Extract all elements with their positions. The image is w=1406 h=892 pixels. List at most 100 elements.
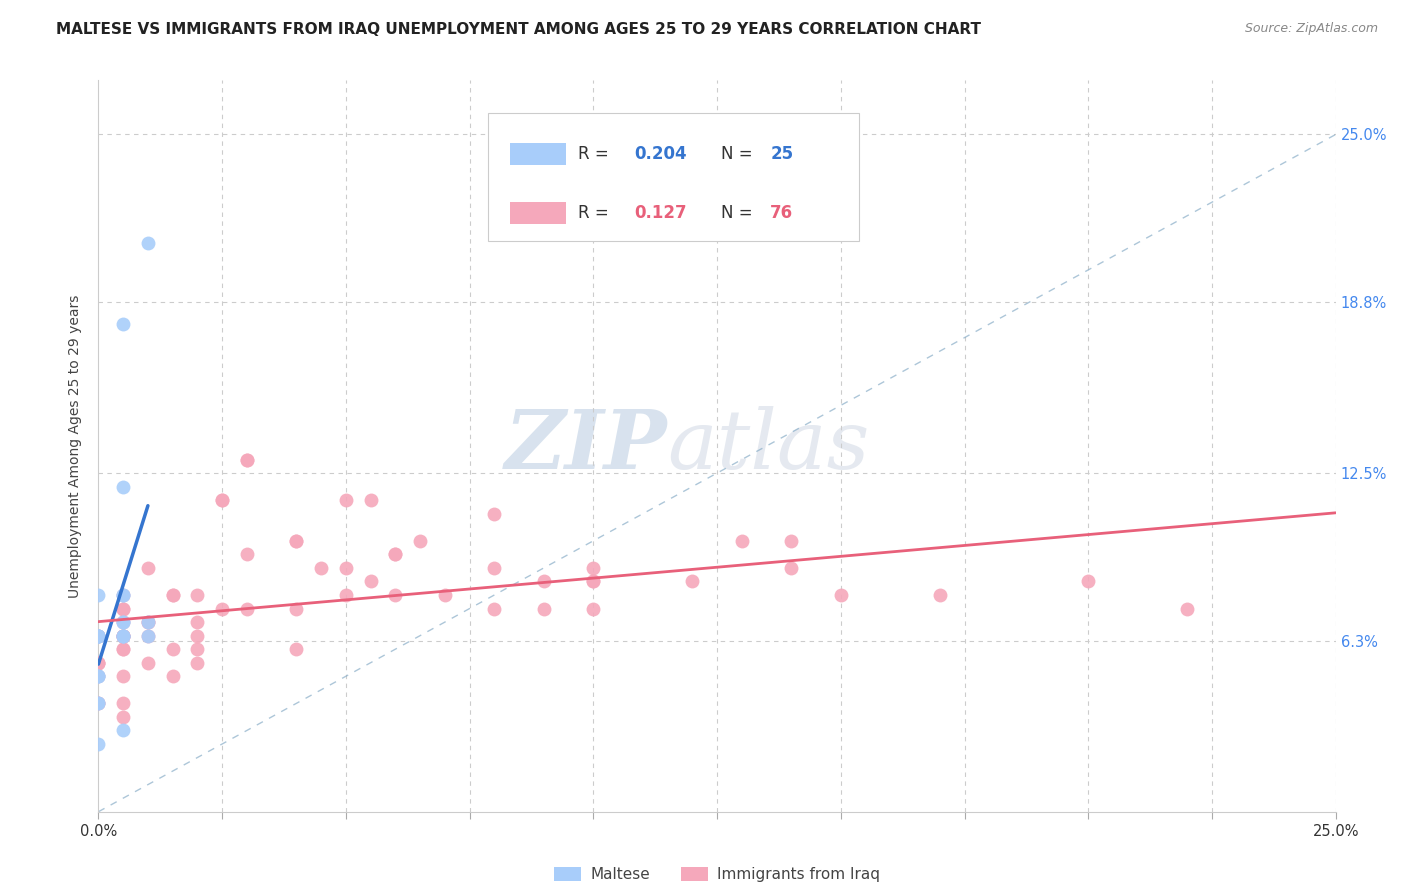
Bar (510, 144, 567, 165)
Point (87, 669, 110, 683)
Point (409, 533, 432, 548)
Text: R =: R = (578, 145, 614, 163)
Point (211, 493, 233, 508)
Point (112, 629, 135, 643)
Point (87, 629, 110, 643)
Point (582, 574, 605, 589)
Point (162, 588, 184, 602)
Bar (510, 202, 567, 224)
Point (484, 601, 506, 615)
Point (582, 601, 605, 615)
Point (186, 615, 208, 629)
Point (285, 533, 308, 548)
Point (87, 669, 110, 683)
Point (335, 561, 357, 575)
Point (112, 588, 135, 602)
Point (928, 588, 950, 602)
Point (87, 629, 110, 643)
Point (484, 561, 506, 575)
Point (236, 452, 259, 467)
Text: 0.127: 0.127 (634, 204, 686, 222)
Point (384, 588, 406, 602)
Text: 76: 76 (770, 204, 793, 222)
Point (236, 601, 259, 615)
Point (87, 737, 110, 751)
Point (112, 480, 135, 494)
Point (112, 615, 135, 629)
Point (830, 588, 852, 602)
Text: MALTESE VS IMMIGRANTS FROM IRAQ UNEMPLOYMENT AMONG AGES 25 TO 29 YEARS CORRELATI: MALTESE VS IMMIGRANTS FROM IRAQ UNEMPLOY… (56, 22, 981, 37)
Point (87, 669, 110, 683)
Point (112, 723, 135, 738)
Point (112, 629, 135, 643)
Point (236, 452, 259, 467)
Point (335, 588, 357, 602)
Point (112, 629, 135, 643)
Point (186, 656, 208, 670)
Point (335, 493, 357, 508)
Point (136, 615, 159, 629)
Point (136, 656, 159, 670)
Point (87, 697, 110, 711)
Point (87, 656, 110, 670)
Y-axis label: Unemployment Among Ages 25 to 29 years: Unemployment Among Ages 25 to 29 years (69, 294, 83, 598)
Point (582, 561, 605, 575)
Point (112, 615, 135, 629)
Point (87, 629, 110, 643)
Text: atlas: atlas (668, 406, 870, 486)
Text: ZIP: ZIP (505, 406, 668, 486)
Point (162, 669, 184, 683)
Point (112, 710, 135, 724)
Point (582, 574, 605, 589)
Text: 25: 25 (770, 145, 793, 163)
Point (211, 493, 233, 508)
Point (780, 533, 803, 548)
Point (1077, 574, 1099, 589)
Text: 0.204: 0.204 (634, 145, 686, 163)
Point (285, 601, 308, 615)
Point (112, 629, 135, 643)
Point (87, 588, 110, 602)
Point (112, 317, 135, 331)
Point (533, 574, 555, 589)
Point (211, 601, 233, 615)
Point (87, 629, 110, 643)
Point (236, 547, 259, 561)
Point (112, 588, 135, 602)
Point (384, 547, 406, 561)
Point (112, 697, 135, 711)
Point (780, 561, 803, 575)
Point (309, 561, 332, 575)
Point (360, 493, 382, 508)
Point (87, 656, 110, 670)
Point (731, 533, 754, 548)
Point (433, 588, 456, 602)
Text: R =: R = (578, 204, 614, 222)
Point (87, 697, 110, 711)
Point (186, 629, 208, 643)
Point (136, 235, 159, 250)
Text: Source: ZipAtlas.com: Source: ZipAtlas.com (1244, 22, 1378, 36)
Point (285, 533, 308, 548)
Text: N =: N = (721, 145, 758, 163)
Point (186, 588, 208, 602)
Point (87, 629, 110, 643)
FancyBboxPatch shape (488, 113, 859, 241)
Point (136, 629, 159, 643)
Point (112, 601, 135, 615)
Point (162, 642, 184, 657)
Point (533, 601, 555, 615)
Point (87, 697, 110, 711)
Point (112, 629, 135, 643)
Point (87, 656, 110, 670)
Legend: Maltese, Immigrants from Iraq: Maltese, Immigrants from Iraq (547, 861, 887, 888)
Point (112, 629, 135, 643)
Point (112, 629, 135, 643)
Point (136, 615, 159, 629)
Point (681, 574, 703, 589)
Point (87, 669, 110, 683)
Text: N =: N = (721, 204, 758, 222)
Point (112, 669, 135, 683)
Point (112, 588, 135, 602)
Point (87, 697, 110, 711)
